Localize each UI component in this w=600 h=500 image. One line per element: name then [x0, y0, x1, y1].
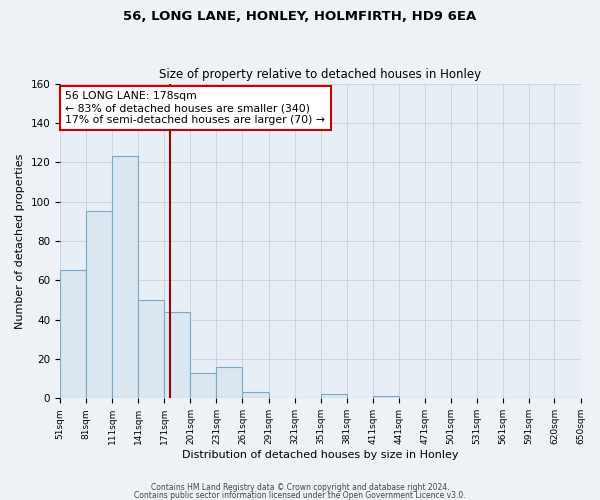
Bar [112, 156, 138, 398]
Bar [242, 392, 269, 398]
Bar [320, 394, 347, 398]
Bar [86, 212, 112, 398]
Text: 56 LONG LANE: 178sqm
← 83% of detached houses are smaller (340)
17% of semi-deta: 56 LONG LANE: 178sqm ← 83% of detached h… [65, 92, 325, 124]
Bar [60, 270, 86, 398]
Bar [373, 396, 399, 398]
Bar [138, 300, 164, 398]
Bar [164, 312, 190, 398]
Bar [190, 373, 217, 398]
Title: Size of property relative to detached houses in Honley: Size of property relative to detached ho… [159, 68, 481, 81]
Text: Contains public sector information licensed under the Open Government Licence v3: Contains public sector information licen… [134, 490, 466, 500]
Text: 56, LONG LANE, HONLEY, HOLMFIRTH, HD9 6EA: 56, LONG LANE, HONLEY, HOLMFIRTH, HD9 6E… [124, 10, 476, 23]
X-axis label: Distribution of detached houses by size in Honley: Distribution of detached houses by size … [182, 450, 458, 460]
Y-axis label: Number of detached properties: Number of detached properties [15, 154, 25, 328]
Bar [217, 367, 242, 398]
Text: Contains HM Land Registry data © Crown copyright and database right 2024.: Contains HM Land Registry data © Crown c… [151, 483, 449, 492]
